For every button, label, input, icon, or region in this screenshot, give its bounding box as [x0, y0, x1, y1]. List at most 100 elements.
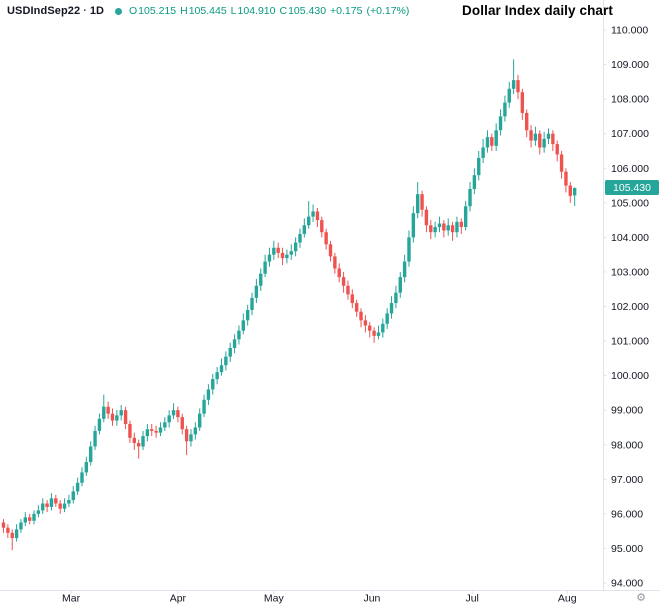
candle-body — [41, 503, 45, 511]
y-axis-label: 110.000 — [611, 25, 648, 37]
candle-body — [529, 130, 533, 141]
candle-body — [525, 112, 529, 131]
candle-body — [184, 429, 189, 442]
candle-wick — [11, 529, 13, 551]
candle-body — [254, 285, 259, 298]
candle-body — [333, 256, 337, 269]
candle-body — [533, 133, 538, 141]
candle-body — [241, 320, 245, 331]
open-label: O — [128, 5, 138, 17]
price-axis[interactable] — [604, 0, 660, 590]
candle-body — [416, 194, 420, 214]
candle-body — [429, 225, 433, 233]
candle-body — [280, 252, 285, 259]
candle-body — [150, 429, 154, 431]
candle-body — [542, 138, 546, 148]
candle-body — [398, 277, 402, 293]
candle-body — [498, 116, 503, 131]
x-axis-label: Mar — [62, 593, 81, 605]
candle-body — [477, 157, 481, 176]
candle-body — [263, 261, 267, 274]
candle-body — [546, 133, 551, 139]
candle-body — [193, 427, 198, 435]
gear-icon[interactable]: ⚙ — [636, 592, 646, 604]
x-axis-label: Jul — [465, 593, 478, 605]
y-axis-label: 101.000 — [611, 336, 649, 348]
candle-body — [45, 503, 49, 507]
x-axis-label: May — [264, 593, 285, 605]
y-axis-label: 96.000 — [611, 508, 643, 520]
candle-body — [346, 285, 350, 295]
candle-body — [559, 154, 564, 172]
high-label: H — [180, 5, 188, 17]
y-axis-label: 99.000 — [611, 405, 643, 417]
candle-body — [285, 254, 289, 259]
ohlc-values: O 105.215 H 105.445 L 104.910 C 105.430 … — [129, 5, 413, 17]
candle-body — [189, 434, 193, 442]
candle-body — [1, 522, 6, 528]
candle-body — [551, 133, 555, 145]
candle-body — [128, 424, 132, 438]
candle-body — [437, 223, 442, 228]
candle-body — [245, 309, 250, 321]
candle-body — [232, 339, 237, 348]
y-axis-label: 98.000 — [611, 439, 643, 451]
candle-body — [67, 500, 71, 504]
candle-body — [354, 303, 359, 312]
y-axis-label: 103.000 — [611, 266, 649, 278]
candle-body — [180, 417, 184, 430]
symbol-name[interactable]: USDIndSep22 — [7, 5, 81, 17]
candle-body — [89, 446, 93, 463]
candle-body — [224, 356, 228, 366]
chart-title: Dollar Index daily chart — [462, 3, 613, 18]
candle-body — [97, 418, 102, 431]
high-value: 105.445 — [188, 5, 227, 17]
candle-body — [411, 213, 416, 238]
change-value: +0.175 — [330, 5, 363, 17]
candle-body — [555, 144, 559, 155]
time-axis[interactable] — [0, 590, 620, 605]
candle-body — [145, 429, 150, 437]
candle-body — [58, 503, 62, 509]
market-status-icon[interactable] — [114, 7, 122, 15]
candle-body — [372, 330, 376, 336]
candle-body — [6, 527, 10, 533]
candle-body — [341, 277, 346, 286]
candle-body — [328, 244, 333, 257]
candle-body — [450, 225, 455, 233]
candle-body — [228, 347, 232, 357]
candle-body — [259, 273, 263, 286]
candle-body — [14, 529, 19, 539]
candle-body — [36, 510, 41, 514]
candle-body — [171, 410, 176, 416]
y-axis-label: 94.000 — [611, 578, 643, 590]
candle-body — [572, 187, 577, 196]
close-value: 105.430 — [288, 5, 327, 17]
y-axis-label: 107.000 — [611, 128, 649, 140]
symbol-interval-separator: · — [83, 5, 87, 17]
candle-body — [237, 330, 241, 340]
candle-wick — [308, 201, 310, 229]
y-axis-label: 95.000 — [611, 543, 643, 555]
y-axis-label: 100.000 — [611, 370, 649, 382]
candle-body — [468, 188, 472, 207]
candle-body — [289, 251, 293, 255]
candle-body — [511, 80, 516, 89]
candle-body — [402, 261, 407, 278]
candle-body — [481, 147, 485, 158]
candle-body — [219, 365, 224, 373]
y-axis-label: 105.000 — [611, 197, 649, 209]
low-label: L — [230, 5, 237, 17]
candle-body — [132, 437, 136, 444]
candle-wick — [138, 439, 140, 459]
candle-body — [206, 389, 211, 400]
candle-body — [75, 482, 80, 492]
candle-body — [337, 268, 341, 278]
interval-selector[interactable]: 1D — [89, 5, 104, 17]
y-axis-label: 109.000 — [611, 59, 649, 71]
candle-body — [163, 422, 167, 428]
candle-body — [407, 237, 411, 262]
candle-body — [389, 303, 394, 314]
